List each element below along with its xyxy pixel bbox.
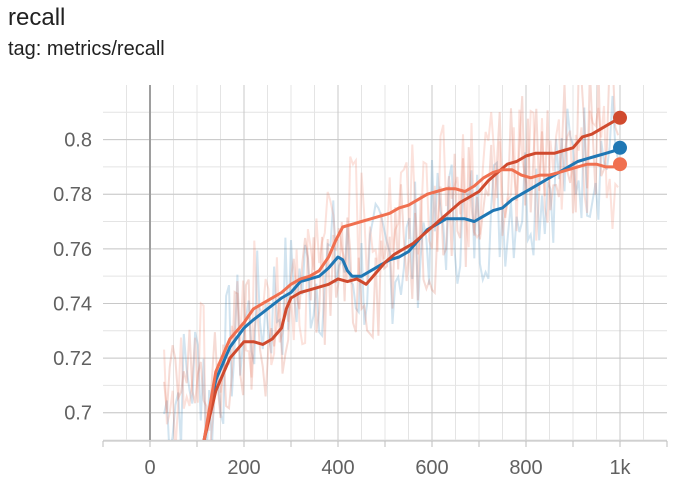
series-raw-line	[163, 85, 620, 431]
series-end-marker-3	[613, 157, 627, 172]
y-tick-label: 0.72	[53, 348, 92, 370]
chart-title: recall	[8, 4, 66, 31]
x-tick-label: 0	[144, 457, 155, 479]
y-tick-label: 0.7	[64, 403, 92, 425]
x-tick-label: 800	[509, 457, 542, 479]
series-raw-line	[163, 95, 620, 440]
y-tick-label: 0.74	[53, 293, 92, 315]
y-tick-label: 0.76	[53, 239, 92, 261]
series-line-2	[202, 116, 621, 440]
series-raw-line	[163, 105, 619, 440]
series-end-marker-1	[613, 140, 627, 155]
x-tick-label: 1k	[609, 457, 631, 479]
x-tick-label: 400	[321, 457, 354, 479]
y-tick-label: 0.78	[53, 184, 92, 206]
series-end-marker-2	[613, 110, 627, 125]
series-line-3	[202, 162, 621, 440]
y-tick-label: 0.8	[64, 130, 92, 152]
chart-tag: tag: metrics/recall	[8, 38, 165, 60]
x-tick-label: 600	[415, 457, 448, 479]
x-tick-label: 200	[227, 457, 260, 479]
